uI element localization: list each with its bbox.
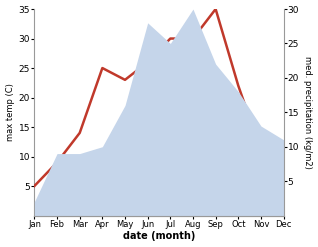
- Y-axis label: med. precipitation (kg/m2): med. precipitation (kg/m2): [303, 56, 313, 169]
- Y-axis label: max temp (C): max temp (C): [5, 83, 15, 141]
- X-axis label: date (month): date (month): [123, 231, 195, 242]
